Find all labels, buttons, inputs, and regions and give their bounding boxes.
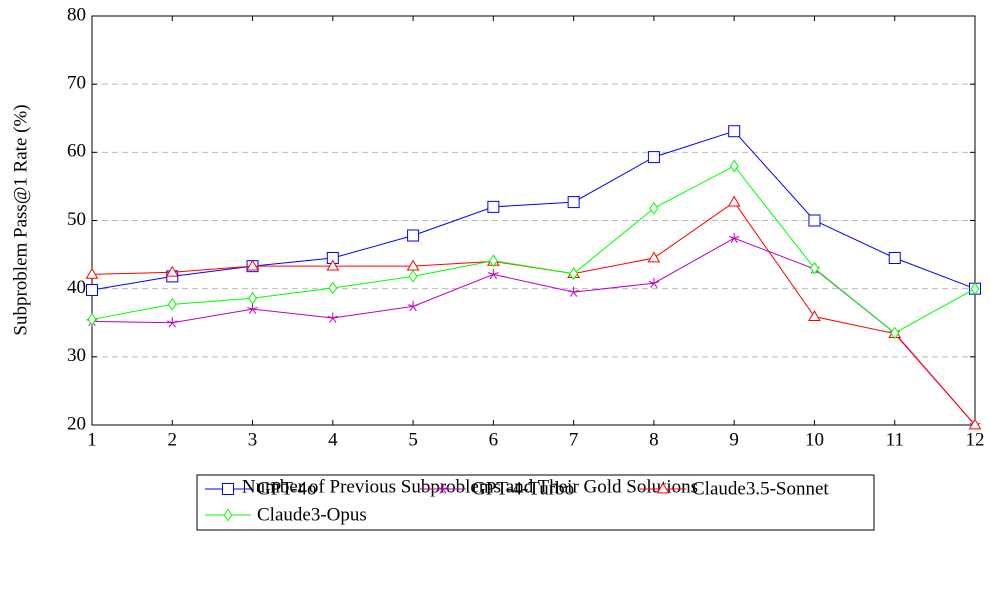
legend-label: GPT-4o [257, 478, 316, 499]
legend-box [196, 474, 875, 531]
series-line [91, 237, 976, 426]
marker [407, 229, 420, 242]
marker [890, 326, 900, 340]
marker [729, 159, 739, 173]
y-axis-label: Subproblem Pass@1 Rate (%) [10, 104, 31, 335]
marker [888, 251, 901, 264]
marker [487, 268, 499, 280]
marker [85, 267, 99, 279]
legend-marker [437, 483, 449, 494]
marker [647, 151, 660, 164]
y-tick-label: 70 [67, 73, 86, 94]
x-tick-label: 6 [489, 429, 499, 450]
marker [968, 418, 982, 430]
y-tick-label: 30 [67, 345, 86, 366]
x-axis-label: Number of Previous Subproblems and Their… [242, 476, 698, 497]
marker [648, 277, 660, 288]
x-tick-label: 1 [87, 429, 97, 450]
legend-marker [656, 482, 670, 494]
marker [808, 214, 821, 227]
marker [86, 284, 98, 297]
legend-label: Claude3.5-Sonnet [692, 478, 829, 499]
legend-marker [223, 508, 233, 522]
marker [647, 251, 661, 263]
marker [165, 265, 179, 277]
marker [569, 267, 579, 281]
x-tick-label: 10 [805, 429, 824, 450]
marker [649, 201, 659, 215]
x-tick-label: 12 [966, 429, 985, 450]
legend-label: GPT-4-Turbo [472, 478, 574, 499]
x-tick-label: 9 [729, 429, 739, 450]
marker [488, 254, 498, 268]
legend-label: Claude3-Opus [257, 504, 367, 525]
x-tick-label: 4 [328, 429, 338, 450]
marker [327, 312, 339, 323]
marker [167, 297, 177, 311]
marker [727, 195, 741, 207]
marker [87, 312, 97, 326]
x-tick-label: 5 [408, 429, 418, 450]
x-tick-label: 2 [168, 429, 178, 450]
marker [328, 281, 338, 295]
x-tick-label: 3 [248, 429, 258, 450]
series-line [91, 130, 976, 291]
marker [808, 310, 821, 321]
marker [408, 270, 418, 283]
marker [567, 196, 580, 209]
marker [487, 200, 500, 213]
legend-marker [222, 483, 234, 495]
y-tick-label: 60 [67, 141, 86, 162]
series-line [91, 165, 976, 334]
marker [406, 259, 420, 271]
marker [809, 261, 819, 275]
marker [407, 300, 419, 312]
marker [728, 125, 741, 138]
y-tick-label: 50 [67, 209, 86, 230]
x-tick-label: 7 [569, 429, 579, 450]
marker [166, 317, 178, 328]
x-tick-label: 11 [886, 429, 904, 450]
y-tick-label: 40 [67, 277, 86, 298]
marker [248, 291, 258, 305]
marker [728, 232, 740, 243]
marker [970, 282, 980, 296]
marker [247, 303, 258, 314]
plot-frame [91, 15, 976, 426]
y-tick-label: 80 [67, 4, 86, 25]
marker [246, 259, 259, 271]
y-tick-label: 20 [67, 413, 86, 434]
marker [326, 259, 340, 271]
x-tick-label: 8 [649, 429, 659, 450]
marker [568, 286, 580, 297]
